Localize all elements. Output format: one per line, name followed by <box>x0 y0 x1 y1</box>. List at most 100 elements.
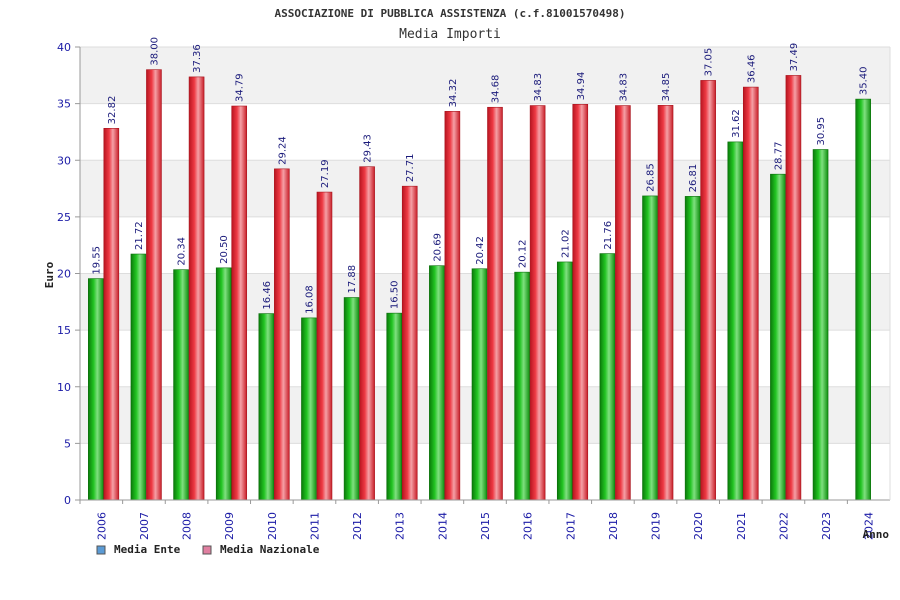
value-label-media-ente: 20.12 <box>518 240 529 269</box>
x-tick-label: 2024 <box>863 512 876 540</box>
x-tick-label: 2010 <box>266 512 279 540</box>
axes: 0 5 10 15 20 25 30 35 40 2006 2007 2008 2009 2010 2011… <box>57 41 891 540</box>
bar-media-nazionale <box>231 105 248 501</box>
value-label-media-nazionale: 29.24 <box>277 136 288 165</box>
value-label-media-ente: 16.50 <box>390 280 401 309</box>
value-label-media-ente: 17.88 <box>347 265 358 294</box>
bar-media-ente <box>556 261 573 501</box>
bar-media-nazionale <box>615 105 631 501</box>
value-label-media-ente: 21.76 <box>603 221 614 250</box>
legend-label-media-ente: Media Ente <box>114 543 181 556</box>
legend: Media Ente Media Nazionale <box>96 543 320 556</box>
bar-media-ente <box>514 271 530 501</box>
y-tick-label: 0 <box>64 494 71 507</box>
y-tick-label: 30 <box>57 154 71 167</box>
value-label-media-ente: 26.81 <box>688 164 699 193</box>
bar-media-ente <box>130 253 147 501</box>
bar-media-ente <box>727 141 744 501</box>
x-tick-label: 2015 <box>479 512 492 540</box>
bar-media-nazionale <box>401 185 418 501</box>
value-label-media-ente: 20.34 <box>177 237 188 266</box>
legend-swatch-media-ente <box>96 545 106 555</box>
value-labels: 19.55 32.82 21.72 38.00 20.34 37.36 20.50 34.79… <box>91 37 869 314</box>
value-label-media-nazionale: 37.49 <box>789 43 800 72</box>
bar-media-ente <box>684 196 701 501</box>
chart-subtitle: Media Importi <box>399 27 501 42</box>
value-label-media-ente: 20.50 <box>219 235 230 264</box>
value-label-media-ente: 20.69 <box>432 233 443 262</box>
x-tick-label: 2021 <box>735 512 748 540</box>
legend-swatch-media-nazionale <box>202 545 212 555</box>
value-label-media-ente: 16.08 <box>304 285 315 314</box>
value-label-media-nazionale: 34.32 <box>448 79 459 108</box>
value-label-media-nazionale: 34.94 <box>576 72 587 101</box>
value-label-media-nazionale: 34.79 <box>235 73 246 102</box>
bar-media-ente <box>386 312 403 501</box>
value-label-media-nazionale: 37.36 <box>192 44 203 73</box>
y-tick-label: 35 <box>57 98 71 111</box>
bar-media-nazionale <box>657 105 674 501</box>
x-tick-label: 2020 <box>692 512 705 540</box>
bar-media-nazionale <box>529 105 546 501</box>
x-tick-label: 2023 <box>820 512 833 540</box>
bar-media-ente <box>343 297 360 501</box>
bar-media-nazionale <box>359 166 375 501</box>
bar-media-ente <box>429 265 445 501</box>
value-label-media-nazionale: 36.46 <box>746 54 757 83</box>
value-label-media-ente: 20.42 <box>475 236 486 265</box>
x-tick-label: 2016 <box>522 512 535 540</box>
x-tick-label: 2012 <box>351 512 364 540</box>
bar-media-nazionale <box>700 80 716 501</box>
value-label-media-ente: 19.55 <box>91 246 102 275</box>
bar-media-ente <box>88 278 104 501</box>
x-tick-label: 2008 <box>181 512 194 540</box>
value-label-media-nazionale: 34.68 <box>491 75 502 104</box>
y-tick-label: 40 <box>57 41 71 54</box>
x-tick-label: 2006 <box>95 512 108 540</box>
y-tick-label: 15 <box>57 324 71 337</box>
y-axis-label: Euro <box>43 261 56 288</box>
x-tick-label: 2013 <box>394 512 407 540</box>
x-tick-label: 2022 <box>777 512 790 540</box>
value-label-media-nazionale: 37.05 <box>704 48 715 77</box>
x-axis-label: Anno <box>863 528 890 541</box>
value-label-media-nazionale: 34.83 <box>533 73 544 102</box>
bar-media-nazionale <box>487 106 503 501</box>
bar-media-ente <box>812 149 829 501</box>
bar-media-nazionale <box>103 128 120 501</box>
y-tick-label: 20 <box>57 268 71 281</box>
bar-media-ente <box>301 317 317 501</box>
y-tick-label: 5 <box>64 437 71 450</box>
value-label-media-ente: 21.72 <box>134 221 145 250</box>
chart-title: ASSOCIAZIONE DI PUBBLICA ASSISTENZA (c.f… <box>275 7 626 20</box>
x-tick-label: 2007 <box>138 512 151 540</box>
value-label-media-ente: 21.02 <box>560 229 571 258</box>
bar-media-nazionale <box>188 76 205 501</box>
bar-media-ente <box>599 253 616 501</box>
bar-media-nazionale <box>274 168 290 501</box>
bar-media-ente <box>642 195 658 501</box>
bar-media-ente <box>258 313 275 501</box>
y-tick-label: 25 <box>57 211 71 224</box>
x-tick-label: 2019 <box>650 512 663 540</box>
value-label-media-nazionale: 27.19 <box>320 159 331 188</box>
y-tick-label: 10 <box>57 381 71 394</box>
value-label-media-nazionale: 34.83 <box>618 73 629 102</box>
value-label-media-ente: 26.85 <box>646 163 657 192</box>
x-tick-label: 2009 <box>223 512 236 540</box>
bar-media-ente <box>173 269 189 501</box>
x-tick-label: 2018 <box>607 512 620 540</box>
bar-media-nazionale <box>742 86 759 501</box>
bar-media-nazionale <box>146 69 162 501</box>
legend-label-media-nazionale: Media Nazionale <box>220 543 320 556</box>
value-label-media-nazionale: 27.71 <box>405 154 416 183</box>
value-label-media-ente: 31.62 <box>731 109 742 138</box>
value-label-media-nazionale: 38.00 <box>149 37 160 66</box>
bar-media-nazionale <box>316 191 333 501</box>
bar-media-ente <box>855 98 871 501</box>
value-label-media-ente: 28.77 <box>773 142 784 171</box>
x-tick-label: 2014 <box>436 512 449 540</box>
bar-media-nazionale <box>444 111 461 501</box>
bar-media-nazionale <box>785 75 802 501</box>
